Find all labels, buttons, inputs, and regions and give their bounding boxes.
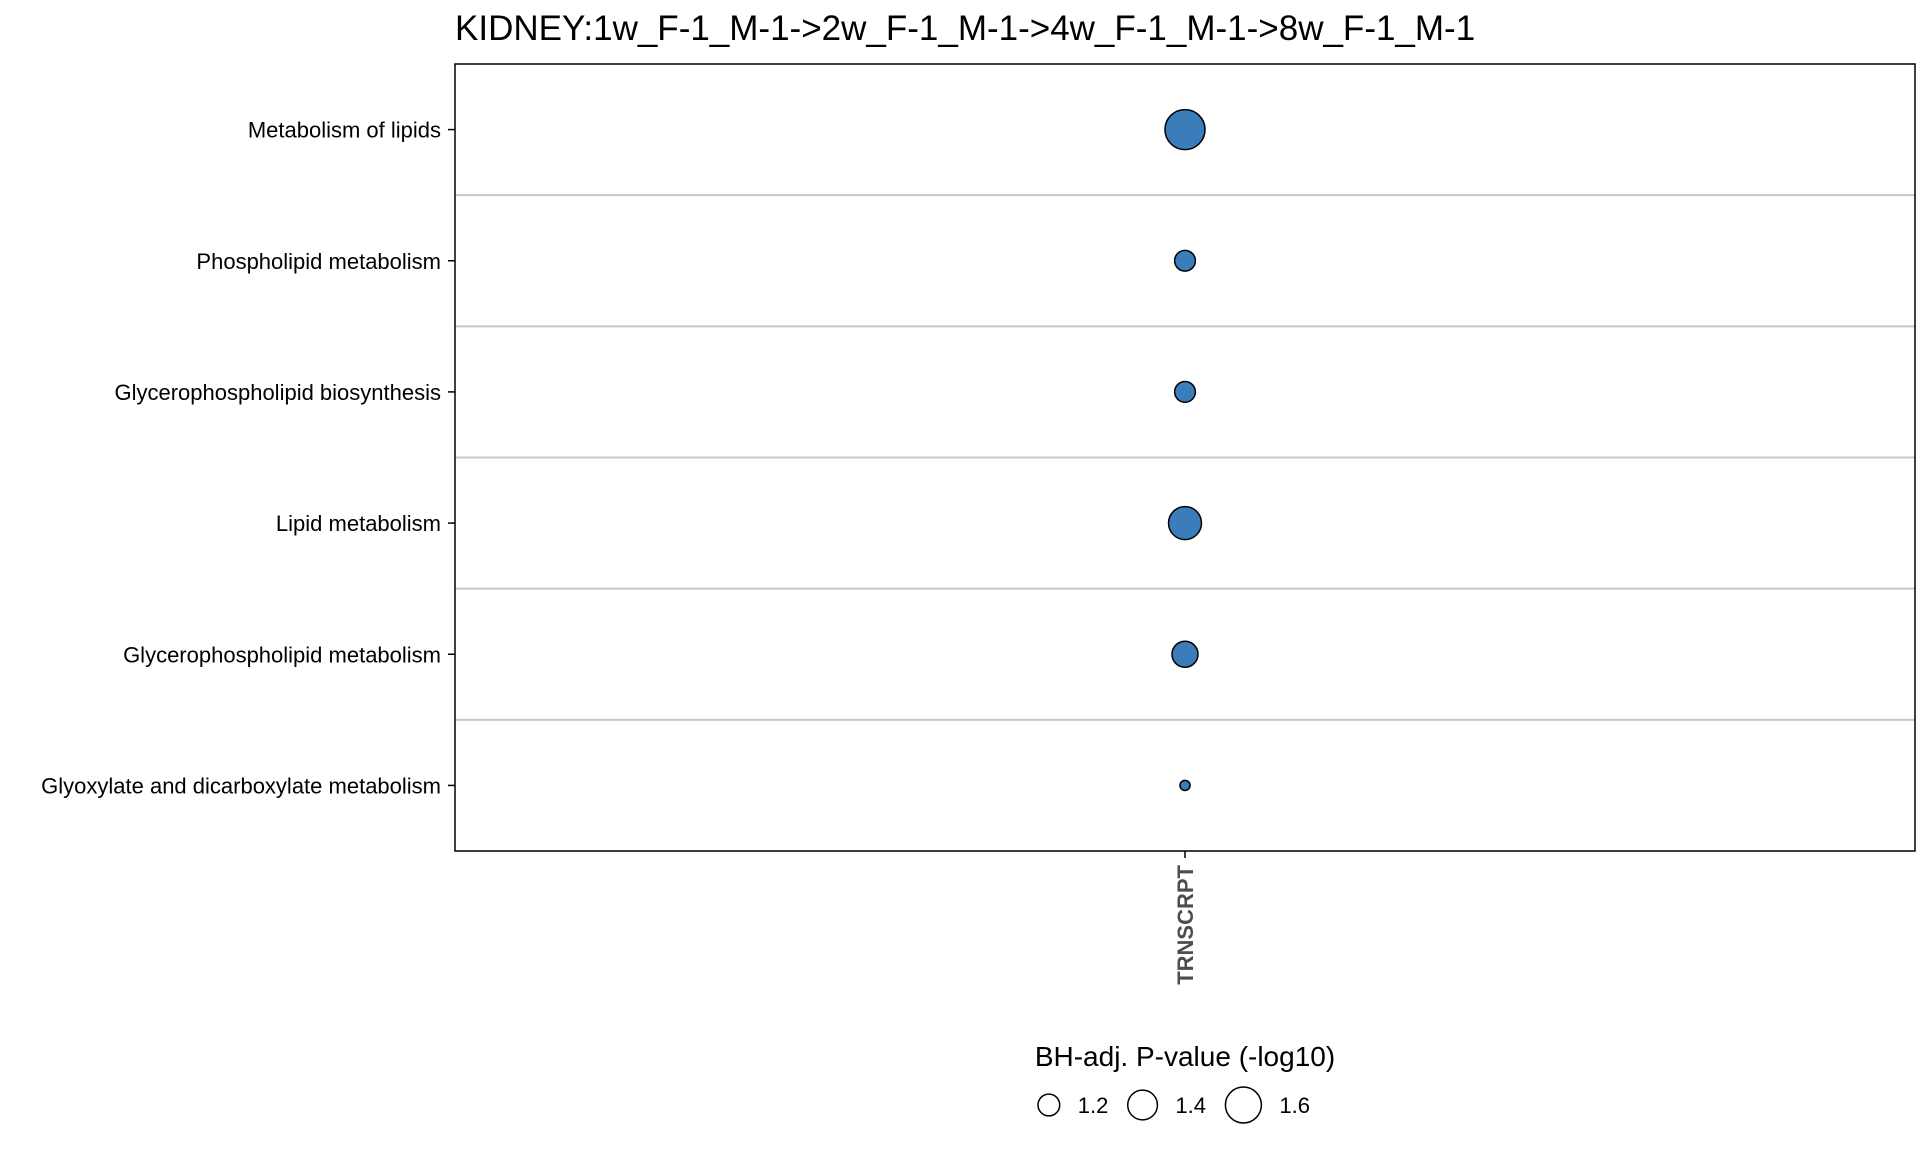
y-tick-label: Glycerophospholipid biosynthesis (114, 380, 441, 405)
legend-label: 1.2 (1078, 1093, 1109, 1118)
data-point (1179, 779, 1191, 792)
legend-key (1224, 1086, 1263, 1124)
legend-label: 1.6 (1279, 1093, 1310, 1118)
grid-lines (455, 194, 1915, 721)
data-point (1164, 108, 1206, 151)
x-tick-label: TRNSCRPT (1173, 864, 1198, 984)
y-tick-label: Lipid metabolism (276, 511, 441, 536)
legend-key (1037, 1093, 1061, 1117)
data-point (1173, 249, 1197, 272)
data-point (1167, 505, 1203, 541)
x-axis: TRNSCRPT (1173, 851, 1198, 985)
chart-title: KIDNEY:1w_F-1_M-1->2w_F-1_M-1->4w_F-1_M-… (455, 9, 1475, 48)
data-point (1171, 640, 1199, 669)
points (1164, 108, 1206, 792)
y-tick-label: Glyoxylate and dicarboxylate metabolism (41, 773, 441, 798)
legend-key (1126, 1089, 1159, 1121)
legend: BH-adj. P-value (-log10) 1.2 1.4 1.6 (1035, 1041, 1335, 1124)
legend-label: 1.4 (1175, 1093, 1206, 1118)
y-tick-label: Metabolism of lipids (248, 118, 441, 143)
legend-title: BH-adj. P-value (-log10) (1035, 1041, 1335, 1072)
y-tick-label: Glycerophospholipid metabolism (123, 642, 441, 667)
data-point (1173, 380, 1197, 404)
y-tick-label: Phospholipid metabolism (196, 249, 441, 274)
y-axis: Metabolism of lipids Phospholipid metabol… (41, 118, 455, 798)
